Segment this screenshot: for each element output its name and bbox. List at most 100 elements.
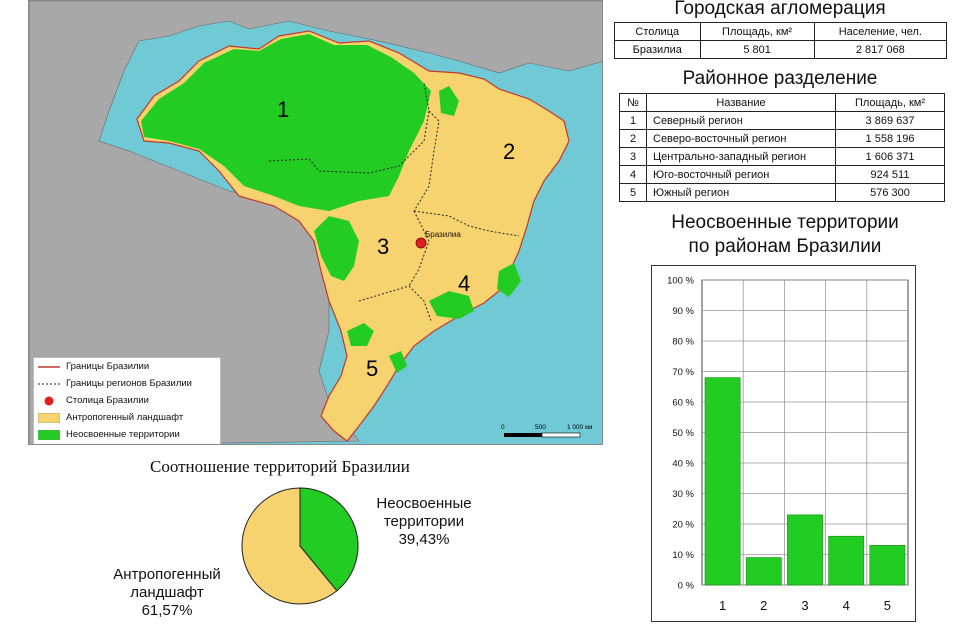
table-header-row: Столица Площадь, км² Население, чел. bbox=[614, 22, 948, 41]
table-cell: Центрально-западный регион bbox=[646, 147, 836, 166]
table-row: 3 Центрально-западный регион 1 606 371 bbox=[619, 147, 945, 166]
map-legend: Границы Бразилии Границы регионов Бразил… bbox=[33, 357, 221, 444]
x-tick-label: 4 bbox=[843, 598, 850, 613]
wild-southeast2 bbox=[497, 263, 521, 297]
table-cell: 2 bbox=[619, 129, 647, 148]
table-cell: 5 801 bbox=[699, 40, 815, 59]
pie-label-wild-value: 39,43% bbox=[398, 531, 450, 548]
legend-label: Границы регионов Бразилии bbox=[66, 378, 192, 389]
table-cell: 576 300 bbox=[835, 183, 945, 202]
legend-label: Антропогенный ландшафт bbox=[66, 412, 184, 423]
y-tick-label: 10 % bbox=[672, 550, 694, 561]
region-borders bbox=[268, 82, 520, 322]
wild-northeast bbox=[439, 86, 459, 116]
x-tick-label: 1 bbox=[719, 598, 726, 613]
scale-bar: 0 500 1 000 км bbox=[501, 424, 593, 438]
legend-item-brazil-border: Границы Бразилии bbox=[34, 358, 220, 375]
region-number-2: 2 bbox=[503, 139, 515, 164]
table-cell: 4 bbox=[619, 165, 647, 184]
bar-chart-frame: 0 % 10 % 20 % 30 % 40 % 50 % 60 % 70 % 80 % 90 % 1… bbox=[651, 265, 916, 622]
pie-label-wild: Неосвоенные территории 39,43% bbox=[360, 495, 488, 549]
table-cell: 3 bbox=[619, 147, 647, 166]
table-cell: Северо-восточный регион bbox=[646, 129, 836, 148]
wild-south2 bbox=[389, 351, 407, 373]
region-number-4: 4 bbox=[458, 271, 470, 296]
scale-tick-1000: 1 000 км bbox=[567, 424, 593, 431]
scale-tick-0: 0 bbox=[501, 424, 505, 431]
pie-label-anthropogenic: Антропогенный ландшафт 61,57% bbox=[92, 566, 242, 620]
table-row: Бразилиа 5 801 2 817 068 bbox=[614, 40, 948, 59]
table-cell: Бразилиа bbox=[614, 40, 701, 59]
pie-chart bbox=[241, 487, 359, 605]
scale-tick-500: 500 bbox=[535, 424, 546, 431]
legend-label: Неосвоенные территории bbox=[66, 429, 180, 440]
legend-label: Столица Бразилии bbox=[66, 395, 149, 406]
table-header-row: № Название Площадь, км² bbox=[619, 93, 945, 112]
division-title: Районное разделение bbox=[682, 68, 878, 89]
region-number-3: 3 bbox=[377, 234, 389, 259]
green-box-icon bbox=[38, 429, 60, 440]
table-cell: 1 bbox=[619, 111, 647, 130]
pie-label-wild-name: Неосвоенные территории bbox=[376, 495, 472, 530]
legend-label: Границы Бразилии bbox=[66, 361, 150, 372]
table-cell: 924 511 bbox=[835, 165, 945, 184]
neighbor-land bbox=[29, 1, 602, 444]
column-header: Название bbox=[646, 93, 836, 112]
table-cell: 5 bbox=[619, 183, 647, 202]
x-tick-label: 3 bbox=[801, 598, 808, 613]
table-row: 2 Северо-восточный регион 1 558 196 bbox=[619, 129, 945, 148]
wild-north bbox=[141, 34, 431, 211]
pie-label-anthropogenic-name: Антропогенный ландшафт bbox=[113, 566, 221, 601]
column-header: Столица bbox=[614, 22, 701, 41]
agglomeration-table: Столица Площадь, км² Население, чел. Бра… bbox=[614, 22, 948, 59]
table-cell: 1 606 371 bbox=[835, 147, 945, 166]
y-tick-label: 40 % bbox=[672, 459, 694, 470]
y-tick-label: 30 % bbox=[672, 489, 694, 500]
y-tick-label: 20 % bbox=[672, 520, 694, 531]
table-cell: Северный регион bbox=[646, 111, 836, 130]
capital-dot bbox=[415, 237, 427, 249]
table-row: 5 Южный регион 576 300 bbox=[619, 183, 945, 202]
pie-slice-anthropogenic bbox=[241, 487, 338, 605]
y-tick-label: 50 % bbox=[672, 428, 694, 439]
division-table: № Название Площадь, км² 1 Северный регио… bbox=[619, 93, 945, 202]
pie-slice-wild bbox=[299, 487, 359, 592]
dotted-line-icon bbox=[38, 379, 60, 389]
brazil-map: Бразилиа 1 2 3 4 5 0 500 1 000 км Границ… bbox=[28, 0, 603, 445]
bar-chart-title: Неосвоенные территории по районам Бразил… bbox=[630, 211, 940, 259]
table-cell: 3 869 637 bbox=[835, 111, 945, 130]
table-cell: 2 817 068 bbox=[813, 40, 948, 59]
bar-chart: 0 % 10 % 20 % 30 % 40 % 50 % 60 % 70 % 80 % 90 % 1… bbox=[667, 276, 909, 613]
y-tick-label: 100 % bbox=[667, 276, 694, 287]
column-header: Население, чел. bbox=[813, 22, 948, 41]
legend-item-capital: Столица Бразилии bbox=[34, 392, 220, 409]
region-number-5: 5 bbox=[366, 356, 378, 381]
y-tick-label: 80 % bbox=[672, 337, 694, 348]
x-tick-label: 2 bbox=[760, 598, 767, 613]
map-svg: Бразилиа 1 2 3 4 5 0 500 1 000 км bbox=[29, 1, 602, 444]
bar-region-3 bbox=[787, 514, 823, 586]
bar-region-5 bbox=[869, 545, 906, 586]
column-header: Площадь, км² bbox=[699, 22, 815, 41]
table-row: 4 Юго-восточный регион 924 511 bbox=[619, 165, 945, 184]
wild-west bbox=[314, 216, 359, 281]
region-number-1: 1 bbox=[277, 97, 289, 122]
table-row: 1 Северный регион 3 869 637 bbox=[619, 111, 945, 130]
capital-label: Бразилиа bbox=[425, 230, 461, 239]
table-cell: Южный регион bbox=[646, 183, 836, 202]
wild-southeast1 bbox=[429, 291, 474, 319]
table-cell: Юго-восточный регион bbox=[646, 165, 836, 184]
agglomeration-title: Городская агломерация bbox=[674, 0, 886, 19]
legend-item-wild: Неосвоенные территории bbox=[34, 426, 220, 443]
legend-item-anthropogenic: Антропогенный ландшафт bbox=[34, 409, 220, 426]
bar-chart-title-line-2: по районам Бразилии bbox=[688, 236, 882, 257]
column-header: № bbox=[619, 93, 647, 112]
bar-region-1 bbox=[704, 377, 741, 586]
pie-label-anthropogenic-value: 61,57% bbox=[141, 602, 193, 619]
legend-item-region-border: Границы регионов Бразилии bbox=[34, 375, 220, 392]
bar-chart-title-line-1: Неосвоенные территории bbox=[671, 212, 899, 233]
wild-south1 bbox=[347, 323, 374, 346]
pie-chart-title: Соотношение территорий Бразилии bbox=[150, 457, 410, 476]
red-dot-icon bbox=[38, 396, 60, 406]
y-tick-label: 90 % bbox=[672, 306, 694, 317]
